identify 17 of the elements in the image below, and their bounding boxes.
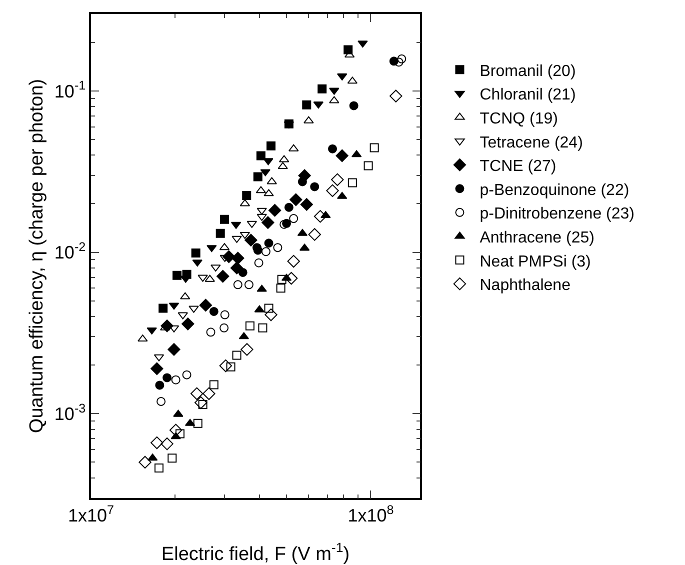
legend-label: Neat PMPSi (3) [480,253,591,270]
y-tick-label: 10$^{-3}$ [54,401,86,424]
y-tick-label: 10$^{-2}$ [54,240,86,263]
x-tick-label: 1x10$^{8}$ [348,502,394,526]
legend-label: Naphthalene [480,277,571,294]
legend-label: p-Benzoquinone (22) [480,182,630,199]
legend-label: Anthracene (25) [480,229,594,246]
legend-label: TCNQ (19) [480,110,558,128]
legend-label: p-Dinitrobenzene (23) [480,206,634,223]
legend-label: Bromanil (20) [480,62,576,80]
legend-label: Tetracene (24) [480,134,583,152]
legend-label: TCNE (27) [480,158,556,176]
y-axis-title: Quantum efficiency, η (charge per photon) [26,78,48,434]
x-axis-title: Electric field, F (V m$^{-1}$) [161,540,350,565]
legend-label: Chloranil (21) [480,86,576,104]
x-tick-label: 1x10$^{7}$ [68,502,114,526]
y-tick-label: 10$^{-1}$ [54,78,86,102]
